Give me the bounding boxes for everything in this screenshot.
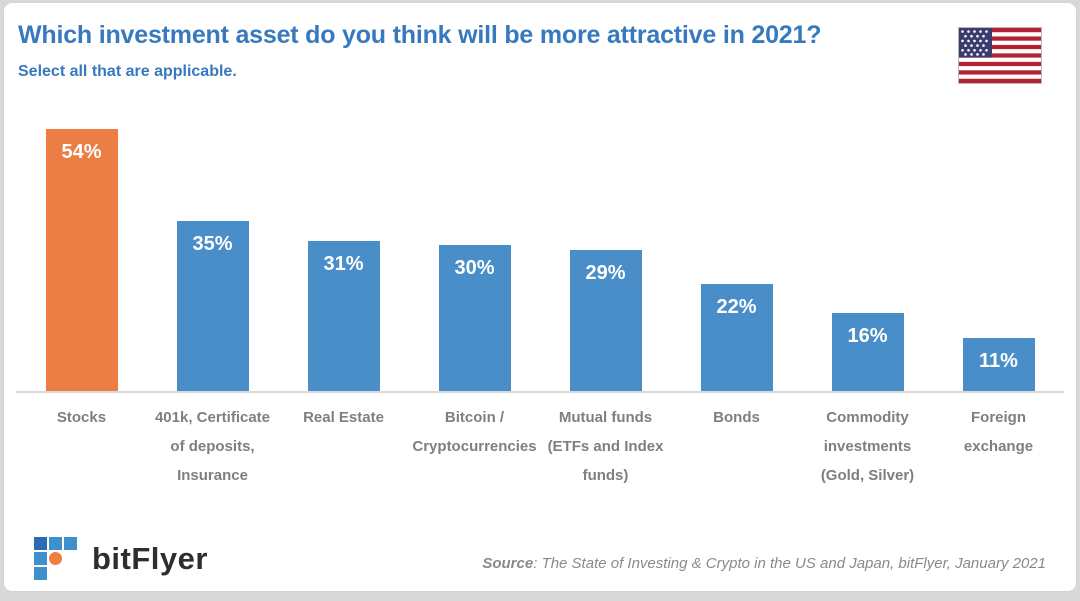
x-axis-line xyxy=(16,391,1064,393)
bar-value-label: 11% xyxy=(979,350,1018,372)
category-label: Real Estate xyxy=(303,409,384,426)
chart-column: 31% xyxy=(278,241,409,391)
bar-401k-certificate-of-deposits-insurance: 35% xyxy=(176,221,249,391)
bar-value-label: 30% xyxy=(454,257,495,279)
bars-row: 54% 35% 31% 30% 29% 22% 16% 11% xyxy=(16,129,1064,391)
category-label: Bitcoin / Cryptocurrencies xyxy=(412,409,537,455)
category-label: Commodity investments (Gold, Silver) xyxy=(820,409,915,484)
chart-column: 30% xyxy=(409,245,540,391)
bitflyer-logo-text: bitFlyer xyxy=(92,540,208,576)
bar-value-label: 31% xyxy=(323,253,364,275)
bitflyer-logo: bitFlyer xyxy=(34,537,208,580)
infographic-card: Which investment asset do you think will… xyxy=(3,2,1077,592)
bar-chart: 54% 35% 31% 30% 29% 22% 16% 11% xyxy=(16,129,1064,391)
bar-bitcoin-cryptocurrencies: 30% xyxy=(438,245,511,391)
us-flag-icon xyxy=(958,27,1042,84)
category-label: Bonds xyxy=(713,409,760,426)
bar-value-label: 16% xyxy=(847,325,888,347)
category-label: 401k, Certificate of deposits, Insurance xyxy=(154,409,271,484)
bar-foreign-exchange: 11% xyxy=(962,338,1035,391)
source-detail: : The State of Investing & Crypto in the… xyxy=(533,555,1046,572)
chart-column: 29% xyxy=(540,250,671,391)
bar-value-label: 29% xyxy=(585,262,626,284)
chart-column: 54% xyxy=(16,129,147,391)
category-label: Mutual funds (ETFs and Index funds) xyxy=(547,409,664,484)
bitflyer-logo-icon xyxy=(34,537,79,580)
chart-column: 16% xyxy=(802,313,933,391)
page-title: Which investment asset do you think will… xyxy=(18,21,822,49)
category-label: Stocks xyxy=(56,409,107,426)
page-subtitle: Select all that are applicable. xyxy=(18,63,237,80)
source-label: Source xyxy=(482,555,534,572)
bar-commodity-investments-gold-silver: 16% xyxy=(831,313,904,391)
chart-column: 22% xyxy=(671,284,802,391)
bar-value-label: 35% xyxy=(192,233,233,255)
category-label: Foreign exchange xyxy=(963,409,1034,455)
source-text: Source: The State of Investing & Crypto … xyxy=(482,555,1046,572)
category-labels-row: Stocks 401k, Certificate of deposits, Insur… xyxy=(16,403,1064,490)
bar-stocks: 54% xyxy=(45,129,118,391)
chart-column: 35% xyxy=(147,221,278,391)
bar-real-estate: 31% xyxy=(307,241,380,391)
chart-column: 11% xyxy=(933,338,1064,391)
bar-mutual-funds-etfs-and-index-funds: 29% xyxy=(569,250,642,391)
bar-value-label: 54% xyxy=(61,141,102,163)
bar-bonds: 22% xyxy=(700,284,773,391)
bar-value-label: 22% xyxy=(716,296,757,318)
